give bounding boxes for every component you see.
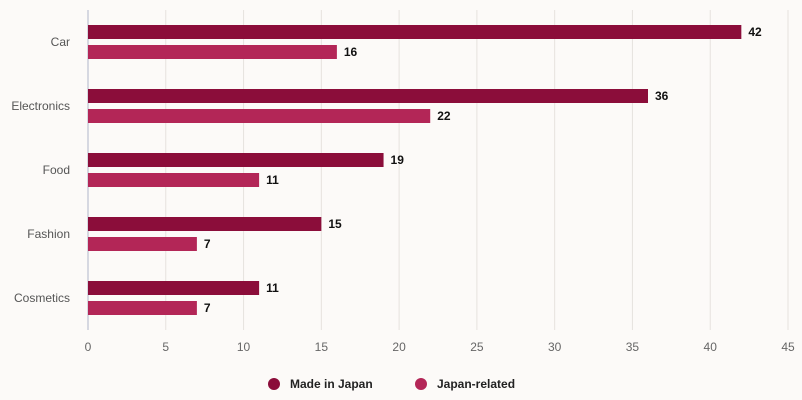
value-labels: 42 16 36 22 19 11 15 7 11 7 [204,25,762,315]
bar [88,301,197,315]
x-tick-label: 15 [315,340,329,354]
x-tick-label: 45 [781,340,795,354]
x-tick-label: 30 [548,340,562,354]
x-tick-labels: 0 5 10 15 20 25 30 35 40 45 [85,340,795,354]
category-label: Fashion [27,227,70,241]
category-label: Car [51,35,70,49]
legend: Made in Japan Japan-related [268,377,515,391]
x-tick-label: 5 [162,340,169,354]
category-label: Cosmetics [14,291,70,305]
category-label: Food [43,163,70,177]
category-label: Electronics [11,99,70,113]
data-label: 42 [748,25,762,39]
category-labels: Car Electronics Food Fashion Cosmetics [11,35,70,305]
legend-marker [268,378,280,390]
data-label: 11 [266,281,279,295]
legend-marker [415,378,427,390]
x-tick-label: 35 [626,340,640,354]
bar [88,237,197,251]
data-label: 7 [204,237,211,251]
bar [88,109,431,123]
data-label: 19 [391,153,405,167]
bar [88,217,322,231]
bar [88,281,260,295]
x-tick-label: 25 [470,340,484,354]
bar [88,153,384,167]
legend-label: Made in Japan [290,377,373,391]
bars [88,25,742,315]
data-label: 36 [655,89,669,103]
x-tick-label: 0 [85,340,92,354]
x-tick-label: 40 [704,340,718,354]
data-label: 22 [437,109,451,123]
bar [88,25,742,39]
legend-label: Japan-related [437,377,515,391]
data-label: 11 [266,173,279,187]
data-label: 15 [328,217,342,231]
bar [88,89,648,103]
gridlines [87,10,789,330]
bar [88,173,260,187]
x-tick-label: 20 [392,340,406,354]
data-label: 7 [204,301,211,315]
data-label: 16 [344,45,358,59]
bar [88,45,337,59]
x-tick-label: 10 [237,340,251,354]
